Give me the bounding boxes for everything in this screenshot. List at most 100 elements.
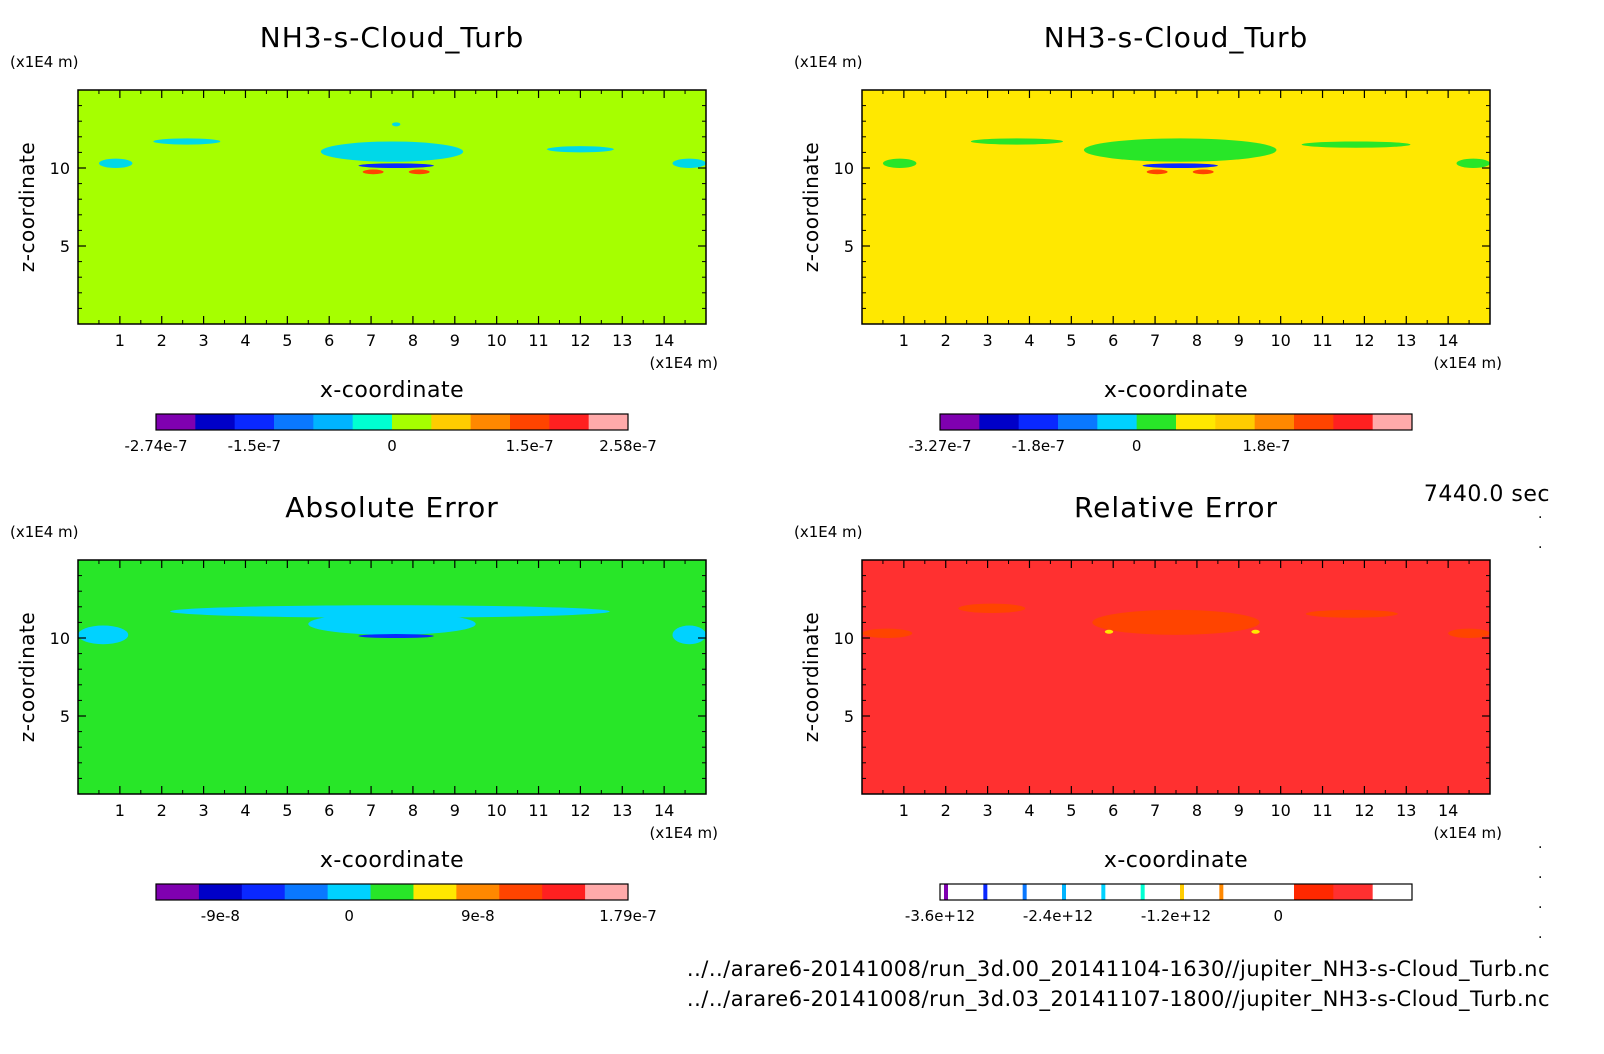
edge-marker: . [1538, 836, 1543, 852]
y-tick-label: 5 [844, 237, 854, 256]
colorbar-label: 1.8e-7 [1242, 437, 1290, 455]
colorbar-segment [1176, 884, 1216, 900]
x-tick-label: 3 [199, 331, 209, 350]
colorbar-segment [1018, 884, 1059, 900]
panel-2 [861, 89, 1491, 431]
colorbar-segment [234, 414, 275, 430]
colorbar-frame [155, 883, 629, 901]
x-tick-label: 2 [941, 801, 951, 820]
y-tick-label: 5 [60, 237, 70, 256]
x-tick-label: 7 [366, 801, 376, 820]
colorbar-stripe [1219, 884, 1224, 900]
colorbar-segment [1254, 414, 1295, 430]
x-axis-label: x-coordinate [1104, 848, 1248, 873]
x-tick-label: 6 [1108, 801, 1118, 820]
colorbar-segment [1333, 414, 1374, 430]
x-tick-label: 14 [1438, 331, 1458, 350]
x-tick-label: 5 [282, 801, 292, 820]
colorbar-segment [1372, 884, 1413, 900]
colorbar-segment [499, 884, 543, 900]
y-unit-label: (x1E4 m) [10, 523, 79, 541]
colorbar-label: -9e-8 [201, 907, 240, 925]
field-feature [1083, 138, 1277, 162]
x-tick-label: 12 [1354, 801, 1374, 820]
x-tick-label: 9 [450, 331, 460, 350]
x-tick-label: 4 [1024, 801, 1034, 820]
field-feature [672, 625, 707, 645]
colorbar-segment [1215, 414, 1256, 430]
colorbar-label: -1.5e-7 [228, 437, 281, 455]
colorbar-frame [939, 883, 1413, 901]
x-tick-label: 11 [1312, 331, 1332, 350]
x-unit-label: (x1E4 m) [1433, 354, 1502, 372]
x-tick-label: 9 [1234, 331, 1244, 350]
x-unit-label: (x1E4 m) [649, 824, 718, 842]
x-tick-label: 9 [1234, 801, 1244, 820]
x-tick-label: 13 [612, 331, 632, 350]
x-tick-label: 3 [199, 801, 209, 820]
colorbar-segment [274, 414, 314, 430]
y-axis-label: z-coordinate [799, 142, 823, 272]
colorbar-segment [979, 884, 1020, 900]
x-axis-label: x-coordinate [1104, 378, 1248, 403]
x-tick-label: 1 [899, 331, 909, 350]
x-tick-label: 8 [1192, 331, 1202, 350]
field-feature [358, 634, 434, 639]
colorbar-label: -1.2e+12 [1141, 907, 1211, 925]
colorbar-label: 1.79e-7 [599, 907, 657, 925]
colorbar-segment [1372, 414, 1413, 430]
colorbar-segment [1058, 414, 1098, 430]
field-feature [1192, 169, 1214, 175]
x-tick-label: 12 [1354, 331, 1374, 350]
colorbar-label: -3.6e+12 [905, 907, 975, 925]
colorbar-segment [1176, 414, 1216, 430]
x-tick-label: 3 [983, 331, 993, 350]
x-tick-label: 1 [899, 801, 909, 820]
colorbar-segment [1097, 414, 1138, 430]
colorbar-segment [470, 414, 511, 430]
field-background [862, 90, 1490, 324]
field-feature [1301, 141, 1411, 148]
field-feature [1251, 629, 1260, 634]
x-tick-label: 7 [1150, 801, 1160, 820]
x-tick-label: 5 [1066, 331, 1076, 350]
y-tick-label: 5 [60, 707, 70, 726]
colorbar-label: -2.4e+12 [1023, 907, 1093, 925]
colorbar-frame [155, 413, 629, 431]
colorbar-label: 9e-8 [461, 907, 495, 925]
x-tick-label: 11 [528, 331, 548, 350]
x-unit-label: (x1E4 m) [649, 354, 718, 372]
colorbar-segment [979, 414, 1020, 430]
x-tick-label: 1 [115, 801, 125, 820]
y-tick-label: 5 [844, 707, 854, 726]
edge-marker: . [1538, 926, 1543, 942]
colorbar-label: 1.5e-7 [506, 437, 554, 455]
x-tick-label: 12 [570, 331, 590, 350]
colorbar-stripe [944, 884, 948, 900]
field-feature [1146, 169, 1168, 175]
x-tick-label: 5 [282, 331, 292, 350]
panel-title: Absolute Error [285, 491, 499, 524]
x-tick-label: 5 [1066, 801, 1076, 820]
field-feature [308, 613, 476, 635]
colorbar-segment [1018, 414, 1059, 430]
panel-title: NH3-s-Cloud_Turb [260, 21, 524, 54]
colorbar-label: -1.8e-7 [1012, 437, 1065, 455]
colorbar-label: -2.74e-7 [125, 437, 188, 455]
y-tick-label: 10 [834, 159, 854, 178]
colorbar-stripe [1022, 884, 1027, 900]
x-tick-label: 2 [157, 801, 167, 820]
x-tick-label: 6 [324, 331, 334, 350]
colorbar-segment [1058, 884, 1098, 900]
colorbar-segment [370, 884, 414, 900]
time-label: 7440.0 sec [1423, 482, 1550, 507]
field-feature [1142, 163, 1218, 168]
colorbar-segment [284, 884, 329, 900]
x-tick-label: 14 [654, 801, 674, 820]
field-feature [153, 138, 221, 145]
field-background [78, 90, 706, 324]
field-feature [958, 603, 1026, 614]
panel-3 [77, 559, 707, 901]
x-tick-label: 8 [1192, 801, 1202, 820]
